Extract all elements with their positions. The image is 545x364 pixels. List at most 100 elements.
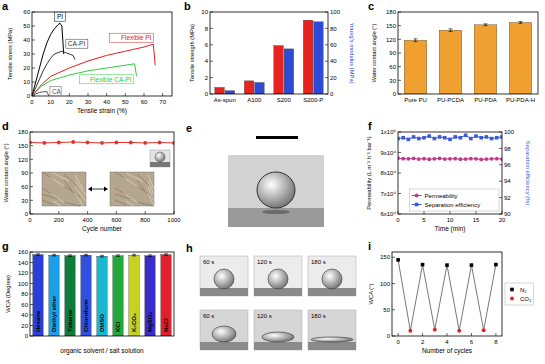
x-tick xyxy=(88,93,89,96)
category-label: PU-PCDA xyxy=(437,97,464,103)
y-tick-label: 50 xyxy=(383,307,390,313)
y2-tick xyxy=(325,77,328,78)
x-tick xyxy=(87,211,88,214)
surface xyxy=(150,162,170,167)
x-tick xyxy=(422,333,423,336)
fiber xyxy=(42,188,50,193)
error-cap xyxy=(519,21,523,22)
y-tick-label: 150 xyxy=(380,254,391,260)
category-label: S200 xyxy=(277,97,292,103)
panel-label: f xyxy=(368,120,372,132)
x-tick-label: 600 xyxy=(111,217,122,223)
y2-axis-label: Young's modulus (MPa) xyxy=(349,22,355,83)
y-tick-label: 60 xyxy=(21,302,28,308)
y-tick-label: 120 xyxy=(18,157,29,163)
x-tick-label: 0 xyxy=(396,339,400,345)
y-tick-label: 0 xyxy=(205,91,209,97)
error-cap xyxy=(148,254,152,255)
y-tick-label: 150 xyxy=(18,143,29,149)
fiber xyxy=(64,180,72,191)
fiber xyxy=(126,179,138,187)
panel-label: e xyxy=(186,122,192,134)
point xyxy=(445,263,449,267)
fiber xyxy=(137,174,149,185)
series-line xyxy=(32,92,49,96)
y-tick-label: 180 xyxy=(18,129,29,135)
surface xyxy=(308,342,356,350)
caption: 120 s xyxy=(257,259,272,265)
photo xyxy=(254,256,302,296)
legend-marker xyxy=(510,288,514,292)
error-bar xyxy=(148,255,152,257)
arrow-head xyxy=(88,187,92,192)
x-tick-label: 20 xyxy=(499,217,506,223)
bar xyxy=(81,255,91,336)
sem-image xyxy=(110,172,154,206)
x-tick-label: 6 xyxy=(470,339,474,345)
x-tick-label: 10 xyxy=(47,99,54,105)
fiber xyxy=(75,175,83,189)
category-label: DMSO xyxy=(99,314,105,332)
reflection xyxy=(262,210,290,214)
x-tick-label: 5 xyxy=(422,217,426,223)
connector xyxy=(447,265,459,331)
error-cap xyxy=(519,23,523,24)
point xyxy=(57,141,61,145)
y-tick xyxy=(30,173,33,174)
bar xyxy=(439,30,462,94)
y-tick-label: 8 xyxy=(205,26,209,32)
category-label: PU-PDA-H xyxy=(506,97,535,103)
x-tick-label: 30 xyxy=(85,99,92,105)
point xyxy=(417,157,421,161)
connector xyxy=(471,265,483,330)
point xyxy=(438,135,442,139)
y-tick-label: 60 xyxy=(23,9,30,15)
y2-tick-label: 100 xyxy=(330,9,341,15)
error-bar xyxy=(100,255,104,257)
y-tick xyxy=(30,304,33,305)
series-label: PI xyxy=(57,13,63,20)
scale-bar xyxy=(256,136,298,139)
bar xyxy=(145,256,155,336)
x-tick xyxy=(125,93,126,96)
error-cap xyxy=(484,23,488,24)
error-cap xyxy=(116,254,120,255)
x-tick xyxy=(398,333,399,336)
bar xyxy=(274,46,283,94)
y-axis-label: Permeability (L m⁻² h⁻¹ bar⁻¹) xyxy=(366,136,372,209)
fiber xyxy=(64,174,76,185)
y-tick xyxy=(30,283,33,284)
y-tick xyxy=(398,25,401,26)
error-cap xyxy=(36,253,40,254)
point xyxy=(443,136,447,140)
error-bar xyxy=(484,24,488,26)
y-tick-label: 120 xyxy=(18,270,29,276)
x-tick xyxy=(145,211,146,214)
x-tick-label: 20 xyxy=(66,99,73,105)
caption: 120 s xyxy=(257,313,272,319)
y2-tick xyxy=(499,164,502,165)
bar xyxy=(244,81,253,94)
point xyxy=(469,137,473,141)
bar xyxy=(33,255,43,336)
series-label-box xyxy=(54,12,65,21)
plot-area xyxy=(396,258,497,333)
y-tick-label: 20 xyxy=(21,323,28,329)
point xyxy=(457,329,461,333)
y-tick xyxy=(32,82,35,83)
point xyxy=(485,135,489,139)
y-tick xyxy=(30,145,33,146)
connector xyxy=(459,265,471,331)
point xyxy=(479,158,483,162)
error-stem xyxy=(415,39,416,42)
point xyxy=(469,157,473,161)
x-tick-label: 1000 xyxy=(167,217,181,223)
bar xyxy=(49,255,59,336)
point xyxy=(464,133,468,137)
y2-tick-label: 96 xyxy=(504,162,511,168)
fiber xyxy=(64,202,80,206)
category-label: K₂CO₃ xyxy=(131,313,137,332)
point xyxy=(470,263,474,267)
bar xyxy=(314,22,323,94)
point xyxy=(143,141,147,145)
